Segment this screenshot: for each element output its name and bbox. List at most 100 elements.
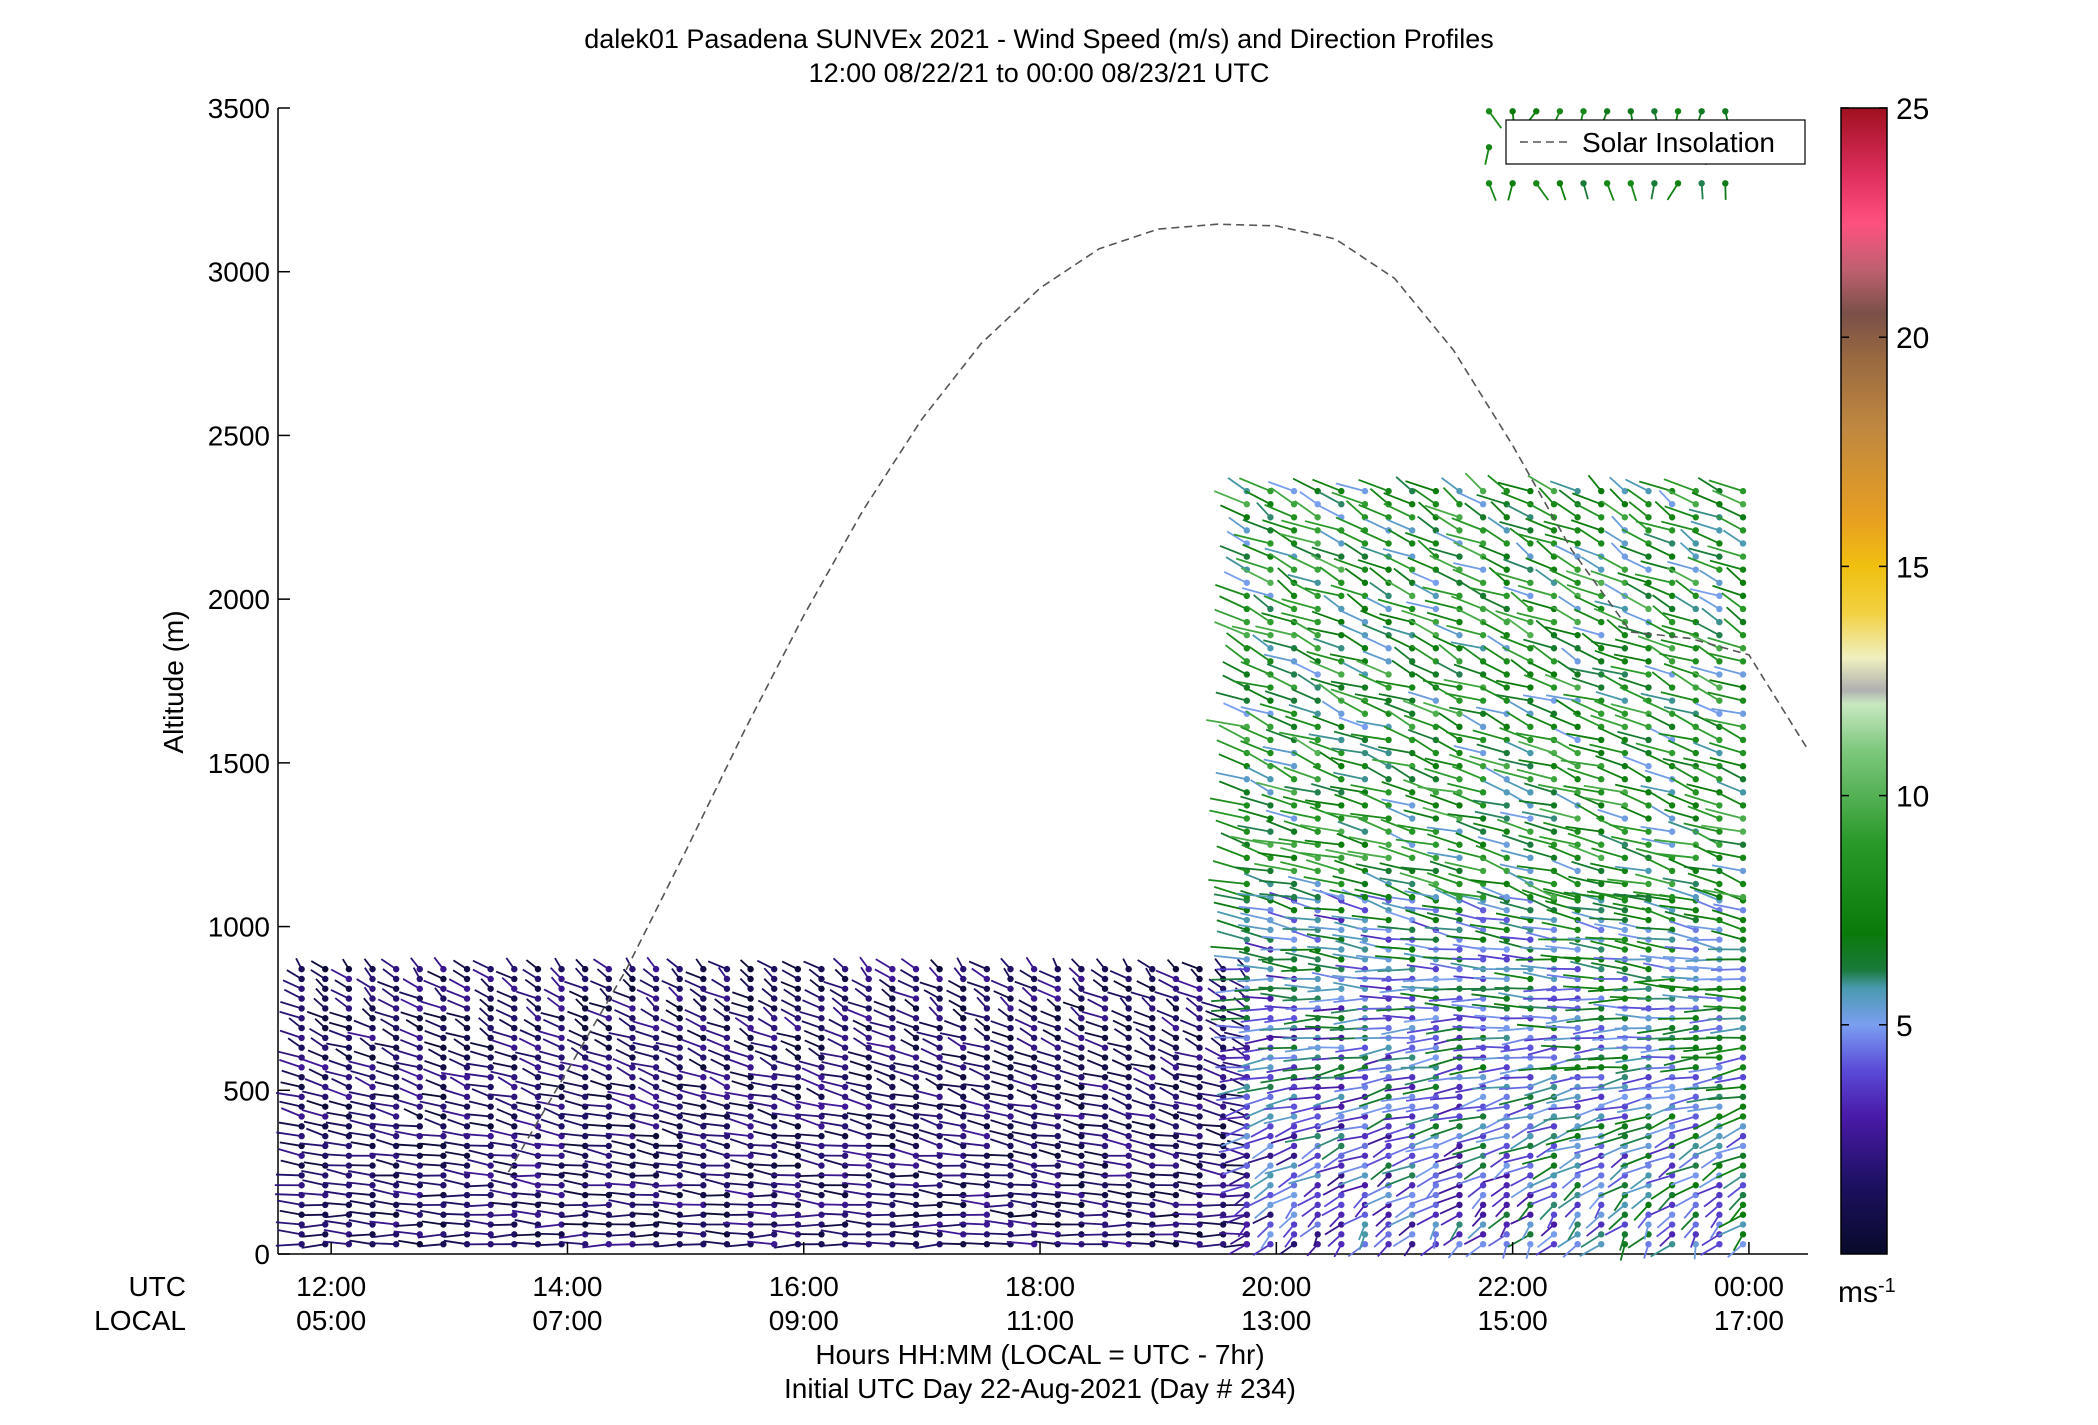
wind-barb-point <box>1385 1162 1392 1169</box>
wind-barb-shaft <box>1238 808 1271 820</box>
wind-barb-shaft <box>1688 1066 1720 1074</box>
wind-barb-point <box>912 1005 920 1012</box>
wind-barb-point <box>1338 985 1345 992</box>
wind-barb-point <box>1503 975 1510 983</box>
wind-barb-shaft <box>1291 619 1319 636</box>
wind-barb-shaft <box>1714 1076 1744 1084</box>
wind-barb-shaft <box>1503 558 1531 571</box>
wind-barb-shaft <box>1490 501 1508 518</box>
wind-barb-point <box>1338 907 1345 914</box>
wind-barb-point <box>1361 1182 1369 1189</box>
wind-barb-point <box>1290 1132 1298 1140</box>
wind-barb-shaft <box>1213 901 1248 912</box>
wind-barb-shaft <box>1434 888 1460 902</box>
wind-barb-shaft <box>1527 474 1555 492</box>
wind-barb-shaft <box>1056 1159 1082 1167</box>
wind-barb-point <box>1314 828 1321 835</box>
wind-barb-point <box>794 1005 802 1012</box>
wind-barb-shaft <box>868 1158 893 1167</box>
wind-barb-shaft <box>657 1221 680 1226</box>
wind-barb-shaft <box>1334 793 1366 807</box>
wind-barb-shaft <box>589 1030 610 1039</box>
wind-barb-point <box>629 1044 636 1051</box>
wind-barb-shaft <box>1332 953 1366 961</box>
wind-barb-shaft <box>1314 914 1342 921</box>
wind-barb-point <box>912 1083 920 1091</box>
wind-barb-shaft <box>1497 1027 1531 1032</box>
wind-barb-shaft <box>1547 997 1578 1002</box>
wind-barb-shaft <box>1385 883 1413 898</box>
wind-barb-shaft <box>377 980 397 990</box>
wind-barb-shaft <box>1402 1086 1437 1095</box>
wind-barb-point <box>1621 985 1629 992</box>
wind-barb-shaft <box>1337 698 1366 715</box>
wind-barb-point <box>1598 658 1605 665</box>
wind-barb-point <box>889 1044 896 1051</box>
wind-barb-shaft <box>1202 1097 1224 1108</box>
wind-barb-point <box>723 1034 731 1042</box>
wind-barb-point <box>1409 854 1416 862</box>
wind-barb-point <box>605 965 613 973</box>
wind-barb-point <box>487 1083 494 1091</box>
wind-barb-shaft <box>986 1241 1011 1246</box>
wind-barb-shaft <box>1080 1180 1106 1187</box>
wind-barb-shaft <box>1292 750 1319 767</box>
wind-barb-shaft <box>1013 1069 1035 1079</box>
wind-barb-shaft <box>939 1083 964 1088</box>
wind-barb-shaft <box>1198 1152 1224 1157</box>
wind-barb-shaft <box>1635 926 1673 931</box>
wind-barb-shaft <box>991 1060 1011 1069</box>
wind-barb-shaft <box>1381 902 1413 912</box>
wind-barb-point <box>558 1034 565 1042</box>
wind-barb-point <box>1290 697 1298 704</box>
wind-barb-shaft <box>1395 1184 1413 1198</box>
wind-barb-point <box>1550 841 1558 848</box>
wind-barb-point <box>1527 1152 1534 1159</box>
wind-barb-shaft <box>679 1070 704 1079</box>
wind-barb-point <box>1338 684 1345 691</box>
wind-barb-shaft <box>892 1121 917 1128</box>
wind-barb-shaft <box>281 1069 302 1079</box>
wind-barb-shaft <box>1499 901 1531 912</box>
wind-barb-point <box>889 1024 896 1032</box>
wind-barb-shaft <box>1230 835 1271 846</box>
wind-barb-shaft <box>1576 1115 1602 1129</box>
wind-barb-point <box>960 1191 967 1199</box>
wind-barb-shaft <box>1297 1154 1319 1167</box>
wind-barb-shaft <box>1179 1090 1200 1098</box>
wind-barb-point <box>322 975 329 983</box>
wind-barb-point <box>723 985 731 992</box>
wind-barb-point <box>534 1054 542 1061</box>
wind-barb-point <box>1361 936 1369 943</box>
wind-barb-point <box>1243 1034 1251 1042</box>
wind-barb-point <box>605 1123 613 1130</box>
wind-barb-shaft <box>1580 556 1602 571</box>
wind-barb-point <box>912 1172 920 1179</box>
wind-barb-shaft <box>1263 595 1295 610</box>
wind-barb-point <box>1456 579 1463 586</box>
wind-barb-shaft <box>1410 766 1437 781</box>
wind-barb-point <box>581 1231 589 1238</box>
wind-barb-point <box>1314 645 1321 652</box>
wind-barb-shaft <box>1369 567 1390 584</box>
wind-barb-point <box>1101 1073 1109 1081</box>
wind-barb-point <box>1314 723 1321 731</box>
wind-barb-point <box>1432 1191 1440 1199</box>
wind-barb-shaft <box>275 1193 302 1196</box>
wind-barb-shaft <box>1687 1105 1720 1113</box>
wind-barb-shaft <box>1130 1063 1153 1069</box>
wind-barb-shaft <box>849 1118 870 1128</box>
wind-barb-shaft <box>1221 1184 1248 1194</box>
wind-barb-point <box>747 1005 754 1012</box>
wind-barb-point <box>1432 916 1440 924</box>
wind-barb-shaft <box>920 1047 941 1059</box>
wind-barb-point <box>1503 1103 1510 1110</box>
wind-barb-point <box>889 1231 896 1238</box>
wind-barb-point <box>1054 965 1061 973</box>
wind-barb-point <box>1149 1024 1156 1032</box>
wind-barb-shaft <box>609 1150 633 1157</box>
wind-barb-shaft <box>1211 978 1247 981</box>
wind-barb-point <box>1338 893 1345 901</box>
wind-barb-shaft <box>1280 861 1318 872</box>
wind-barb-shaft <box>1499 811 1531 820</box>
